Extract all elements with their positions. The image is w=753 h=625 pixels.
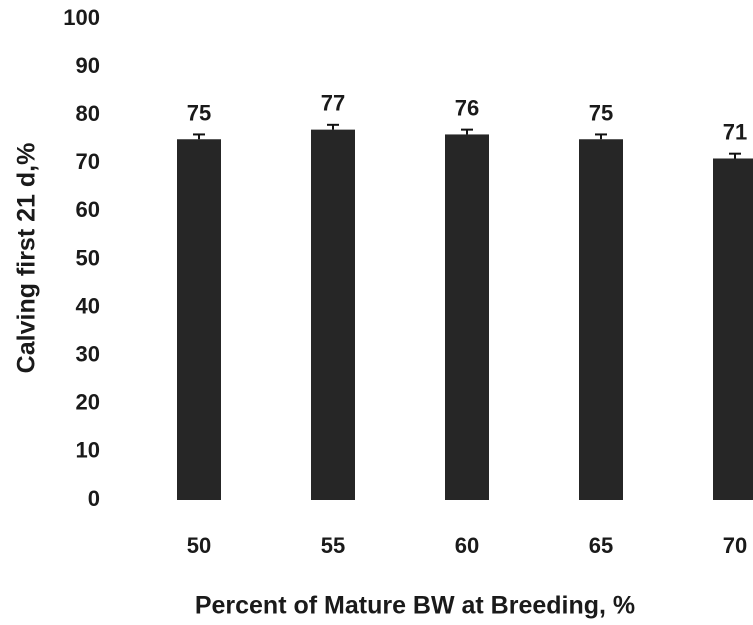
y-tick-label: 20 — [76, 390, 100, 415]
value-label: 71 — [723, 119, 747, 144]
error-bar — [729, 152, 741, 159]
y-tick-label: 60 — [76, 197, 100, 222]
x-axis-title: Percent of Mature BW at Breeding, % — [195, 592, 635, 620]
error-bar — [461, 128, 473, 135]
y-tick-label: 70 — [76, 149, 100, 174]
x-tick-label: 55 — [321, 533, 345, 558]
value-label: 75 — [589, 100, 613, 125]
y-tick-label: 90 — [76, 53, 100, 78]
value-label: 77 — [321, 91, 345, 116]
error-bar — [193, 133, 205, 140]
y-tick-label: 40 — [76, 293, 100, 318]
bar — [713, 158, 753, 501]
error-bar — [595, 133, 607, 140]
bar — [311, 129, 355, 500]
bar — [579, 139, 623, 500]
error-bar — [327, 123, 339, 130]
x-tick-label: 50 — [187, 533, 211, 558]
value-label: 75 — [187, 100, 211, 125]
value-label: 76 — [455, 95, 479, 120]
x-tick-label: 60 — [455, 533, 479, 558]
y-tick-label: 30 — [76, 342, 100, 367]
y-tick-label: 50 — [76, 245, 100, 270]
y-tick-label: 0 — [88, 486, 100, 511]
y-tick-label: 10 — [76, 438, 100, 463]
bar — [445, 134, 489, 500]
y-axis-title: Calving first 21 d,% — [13, 143, 41, 374]
x-tick-label: 65 — [589, 533, 613, 558]
x-tick-label: 70 — [723, 533, 747, 558]
y-tick-label: 80 — [76, 101, 100, 126]
y-tick-label: 100 — [63, 5, 100, 30]
bar — [177, 139, 221, 500]
